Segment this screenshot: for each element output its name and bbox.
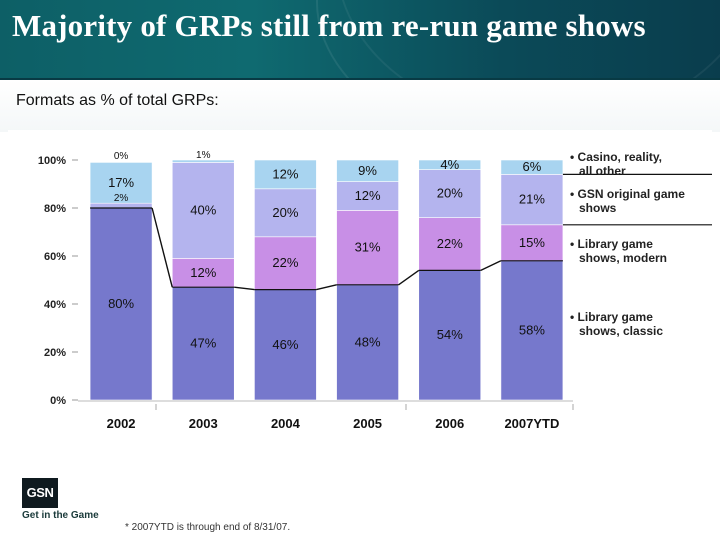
legend-item-label: • Casino, reality, [570,150,663,164]
data-label: 2% [114,193,129,204]
data-label: 9% [358,163,377,178]
data-label: 4% [440,157,459,172]
data-label: 21% [519,192,545,207]
data-label: 1% [196,150,211,161]
subtitle-bar [0,78,720,132]
x-tick-label: 2006 [435,416,464,431]
x-tick-label: 2005 [353,416,382,431]
data-label: 58% [519,322,545,337]
bar-segment [254,236,317,290]
slide-title: Majority of GRPs still from re-run game … [12,8,646,43]
legend-item: • Library game shows, classic [570,310,718,338]
y-tick-label: 80% [44,203,66,215]
bar-segment [254,159,317,190]
data-label: 12% [190,265,216,280]
bar-segment [418,169,482,218]
chart-subtitle: Formats as % of total GRPs: [16,92,219,109]
bar-segment [418,159,482,170]
data-label: 22% [437,236,463,251]
data-label: 12% [355,188,381,203]
x-tick-label: 2004 [271,416,301,431]
bar-segment [171,162,235,259]
bar-segment [500,174,564,226]
bar-segment [336,210,399,286]
y-tick-label: 60% [44,251,66,263]
legend-item-label: • Library game [570,310,653,324]
bar-segment [89,162,153,204]
y-tick-label: 100% [38,155,66,167]
stacked-bar-chart: 0% 20% 40% 60% 80% 100% 80% 2% 17% 0% 47% 12% 40% 1% 4… [38,150,712,431]
y-tick-label: 40% [44,299,66,311]
data-label: 22% [272,255,298,270]
legend-item-label: all other [579,164,626,178]
bar-segment [171,286,235,401]
bar-segment [89,207,153,401]
legend-item-label: • GSN original game [570,187,685,201]
footnote: * 2007YTD is through end of 8/31/07. [125,522,291,533]
data-label: 12% [272,166,298,181]
legend-item-label: shows [579,201,617,215]
bar-segment [254,289,317,401]
legend-item: • Library game shows, modern [570,237,718,265]
data-label: 80% [108,296,134,311]
data-label: 48% [355,334,381,349]
y-tick-label: 0% [50,395,66,407]
bar-segment [500,159,564,175]
bar-segment [336,159,399,182]
data-label: 20% [437,186,463,201]
data-label: 31% [355,240,381,255]
bar-segment [500,224,564,262]
bar-segment [418,270,482,401]
series-connector-line [151,207,173,288]
bar-segment [500,260,564,401]
y-tick-label: 20% [44,347,66,359]
series-connector-line [398,269,420,286]
data-label: 46% [272,337,298,352]
data-label: 0% [114,151,129,162]
bar-segment [336,181,399,211]
data-label: 20% [272,205,298,220]
slide-header [0,0,720,78]
bar-segment [336,284,399,401]
legend-item: • GSN original game shows [570,187,718,215]
bar-segment [418,217,482,271]
data-label: 15% [519,235,545,250]
series-connector-line [316,284,337,291]
bar-segment [171,159,235,163]
x-tick-label: 2007YTD [504,416,559,431]
data-label: 47% [190,336,216,351]
bar-segment [171,258,235,288]
x-tick-label: 2002 [107,416,136,431]
x-tick-label: 2003 [189,416,218,431]
series-connector-line [234,286,255,291]
data-label: 40% [190,202,216,217]
data-label: 54% [437,327,463,342]
data-label: 17% [108,175,134,190]
gsn-logo: GSN [22,478,58,508]
chart-panel: 0% 20% 40% 60% 80% 100% 80% 2% 17% 0% 47% 12% 40% 1% 4… [8,130,712,466]
legend-item: • Casino, reality, all other [570,150,718,178]
legend-item-label: shows, modern [579,251,668,265]
legend-item-label: shows, classic [579,324,664,338]
logo-tagline: Get in the Game [22,510,99,521]
legend-item-label: • Library game [570,237,653,251]
data-label: 6% [523,159,542,174]
series-connector-line [480,260,502,272]
